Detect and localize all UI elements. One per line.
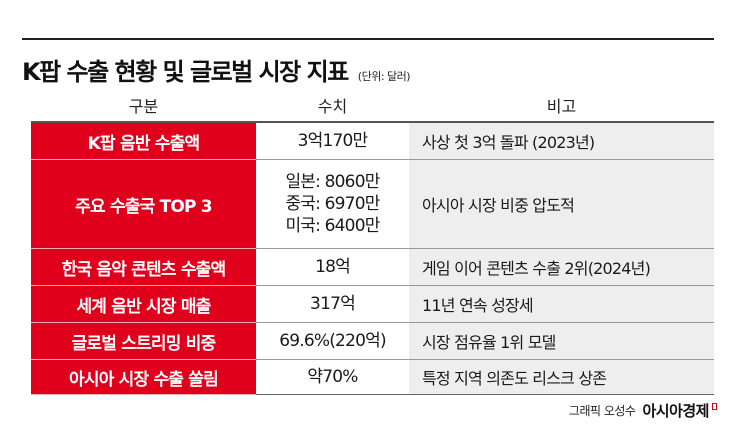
table-row: 세계 음반 시장 매출 317억 11년 연속 성장세 [31,286,714,323]
table-row: K팝 음반 수출액 3억170만 사상 첫 3억 돌파 (2023년) [31,123,714,160]
credit-line: 그래픽 오성수 아시아경제 [569,400,717,421]
note-cell: 11년 연속 성장세 [409,286,714,322]
value-cell: 3억170만 [256,123,409,159]
table-row: 한국 음악 콘텐츠 수출액 18억 게임 이어 콘텐츠 수출 2위(2024년) [31,249,714,286]
note-cell: 특정 지역 의존도 리스크 상존 [409,360,714,394]
value-cell: 18억 [256,249,409,285]
category-cell: K팝 음반 수출액 [31,123,256,160]
value-cell: 약70% [256,360,409,394]
table-row: 주요 수출국 TOP 3 일본: 8060만 중국: 6970만 미국: 640… [31,160,714,249]
table-header: 구분 수치 비고 [31,88,714,121]
note-cell: 게임 이어 콘텐츠 수출 2위(2024년) [409,249,714,285]
graphic-credit: 그래픽 오성수 [568,404,636,418]
title-block: K팝 수출 현황 및 글로벌 시장 지표 (단위: 달러) [22,52,411,87]
brand-mark-icon [712,403,717,410]
category-cell: 글로벌 스트리밍 비중 [31,323,256,360]
value-cell: 317억 [256,286,409,322]
note-cell: 시장 점유율 1위 모델 [409,323,714,359]
category-cell: 주요 수출국 TOP 3 [31,160,256,249]
column-header-value: 수치 [317,96,348,116]
value-cell: 일본: 8060만 중국: 6970만 미국: 6400만 [256,160,409,248]
brand-logo-text: 아시아경제 [642,402,709,420]
page-title: K팝 수출 현황 및 글로벌 시장 지표 [22,58,349,86]
unit-label: (단위: 달러) [357,70,411,83]
top-rule [22,38,714,40]
category-cell: 아시아 시장 수출 쏠림 [31,360,256,395]
category-cell: 한국 음악 콘텐츠 수출액 [31,249,256,286]
value-cell: 69.6%(220억) [256,323,409,359]
table-body: K팝 음반 수출액 3억170만 사상 첫 3억 돌파 (2023년) 주요 수… [31,121,714,395]
note-cell: 사상 첫 3억 돌파 (2023년) [409,123,714,159]
note-cell: 아시아 시장 비중 압도적 [409,160,714,248]
category-cell: 세계 음반 시장 매출 [31,286,256,323]
table-row: 아시아 시장 수출 쏠림 약70% 특정 지역 의존도 리스크 상존 [31,360,714,395]
column-header-note: 비고 [546,96,577,116]
data-table: 구분 수치 비고 K팝 음반 수출액 3억170만 사상 첫 3억 돌파 (20… [31,88,714,395]
column-header-category: 구분 [128,96,159,116]
table-row: 글로벌 스트리밍 비중 69.6%(220억) 시장 점유율 1위 모델 [31,323,714,360]
